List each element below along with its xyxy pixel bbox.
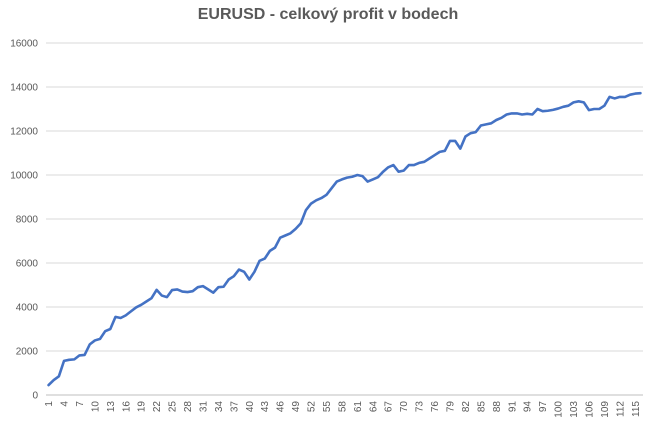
x-tick-label: 34 — [214, 401, 225, 413]
x-tick-label: 106 — [584, 401, 595, 418]
x-tick-label: 46 — [276, 401, 287, 413]
x-tick-label: 43 — [260, 401, 271, 413]
y-tick-label: 10000 — [10, 171, 38, 182]
x-tick-label: 76 — [430, 401, 441, 413]
x-tick-label: 52 — [307, 401, 318, 413]
x-tick-label: 4 — [60, 401, 71, 407]
x-tick-label: 115 — [631, 401, 642, 417]
grid-layer — [46, 42, 643, 352]
y-tick-label: 14000 — [10, 83, 38, 94]
x-tick-label: 31 — [198, 401, 209, 413]
x-tick-label: 7 — [75, 401, 86, 407]
x-tick-label: 10 — [90, 401, 101, 413]
x-tick-label: 85 — [476, 401, 487, 413]
series-layer — [47, 91, 642, 387]
x-tick-label: 61 — [353, 401, 364, 413]
x-tick-label: 16 — [121, 401, 132, 413]
y-tick-label: 6000 — [16, 259, 39, 270]
x-tick-label: 19 — [137, 401, 148, 413]
x-tick-label: 109 — [600, 401, 611, 418]
x-tick-label: 28 — [183, 401, 194, 413]
x-tick-label: 37 — [229, 401, 240, 413]
x-tick-label: 94 — [523, 401, 534, 413]
x-tick-label: 112 — [615, 401, 626, 417]
y-tick-label: 16000 — [10, 39, 38, 50]
x-axis: 1 4 7 10 13 16 19 22 25 28 31 34 37 40 43 46 49 52 55 58 61 6… — [44, 394, 643, 418]
x-tick-label: 97 — [538, 401, 549, 413]
x-tick-label: 58 — [337, 401, 348, 413]
x-tick-label: 103 — [569, 401, 580, 418]
x-tick-label: 22 — [152, 401, 163, 413]
y-tick-label: 0 — [32, 391, 38, 402]
x-tick-label: 79 — [446, 401, 457, 413]
y-axis: 0 2000 4000 6000 8000 10000 12000 14000 16000 — [10, 39, 38, 402]
x-tick-label: 1 — [44, 401, 55, 407]
x-tick-label: 91 — [507, 401, 518, 413]
y-tick-label: 12000 — [10, 127, 38, 138]
x-tick-label: 67 — [384, 401, 395, 413]
x-tick-label: 70 — [399, 401, 410, 413]
x-tick-label: 25 — [168, 401, 179, 413]
x-tick-label: 55 — [322, 401, 333, 413]
x-tick-label: 49 — [291, 401, 302, 413]
chart-title: EURUSD - celkový profit v bodech — [197, 6, 459, 23]
x-tick-label: 40 — [245, 401, 256, 413]
x-tick-label: 64 — [368, 401, 379, 413]
x-tick-label: 88 — [492, 401, 503, 413]
y-tick-label: 8000 — [16, 215, 39, 226]
x-tick-label: 73 — [415, 401, 426, 413]
y-tick-label: 2000 — [16, 347, 39, 358]
x-tick-label: 13 — [106, 401, 117, 413]
x-tick-label: 82 — [461, 401, 472, 413]
x-tick-label: 100 — [554, 401, 565, 418]
y-tick-label: 4000 — [16, 303, 39, 314]
series-line — [47, 91, 642, 387]
